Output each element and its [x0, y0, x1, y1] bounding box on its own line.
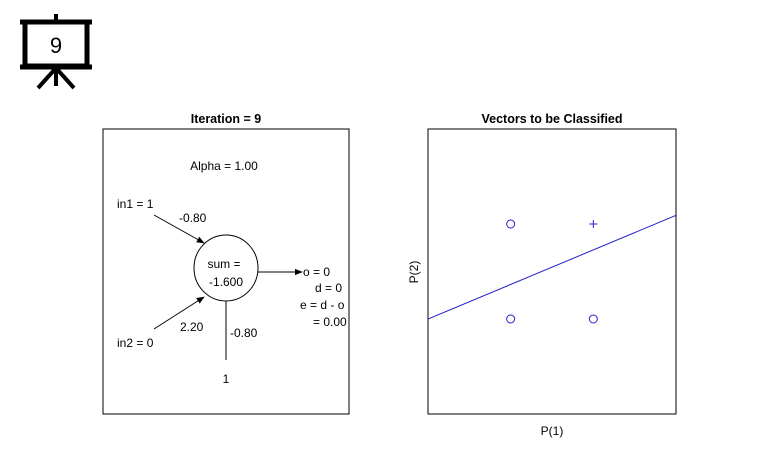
- y-axis-label: P(2): [407, 261, 421, 284]
- sum-value: -1.600: [209, 275, 243, 289]
- plus-marker-point-3: [589, 220, 598, 228]
- sum-label: sum =: [207, 257, 240, 271]
- chart-title: Vectors to be Classified: [481, 112, 622, 126]
- classification-chart: Vectors to be Classified P(1) P(2): [407, 112, 677, 438]
- iteration-badge: 9: [20, 14, 92, 90]
- input-2-label: in2 = 0: [117, 336, 154, 350]
- input-1-label: in1 = 1: [117, 197, 154, 211]
- output-d-label: d = 0: [315, 281, 342, 295]
- input-2-arrow: [153, 296, 205, 330]
- chart-frame: [427, 128, 677, 415]
- iteration-badge-number: 9: [50, 33, 62, 58]
- error-value-label: = 0.00: [313, 315, 347, 329]
- decision-boundary-line: [428, 214, 676, 320]
- weight-2-label: 2.20: [180, 320, 204, 334]
- neuron-panel-title: Iteration = 9: [191, 112, 262, 126]
- alpha-label: Alpha = 1.00: [190, 159, 258, 173]
- presentation-board-icon: [20, 14, 92, 90]
- bias-weight-label: -0.80: [230, 326, 258, 340]
- neuron-panel: Iteration = 9 Alpha = 1.00 in1 = 1 -0.80…: [102, 112, 350, 415]
- data-points: [506, 219, 598, 324]
- circle-marker-point-2: [506, 219, 516, 229]
- weight-1-label: -0.80: [179, 211, 207, 225]
- circle-marker-point-0: [506, 314, 516, 324]
- x-axis-label: P(1): [541, 424, 564, 438]
- input-1-arrow: [153, 214, 205, 244]
- bias-input-label: 1: [223, 372, 230, 386]
- error-formula-label: e = d - o: [300, 298, 345, 312]
- circle-marker-point-1: [588, 314, 598, 324]
- output-o-label: o = 0: [303, 265, 330, 279]
